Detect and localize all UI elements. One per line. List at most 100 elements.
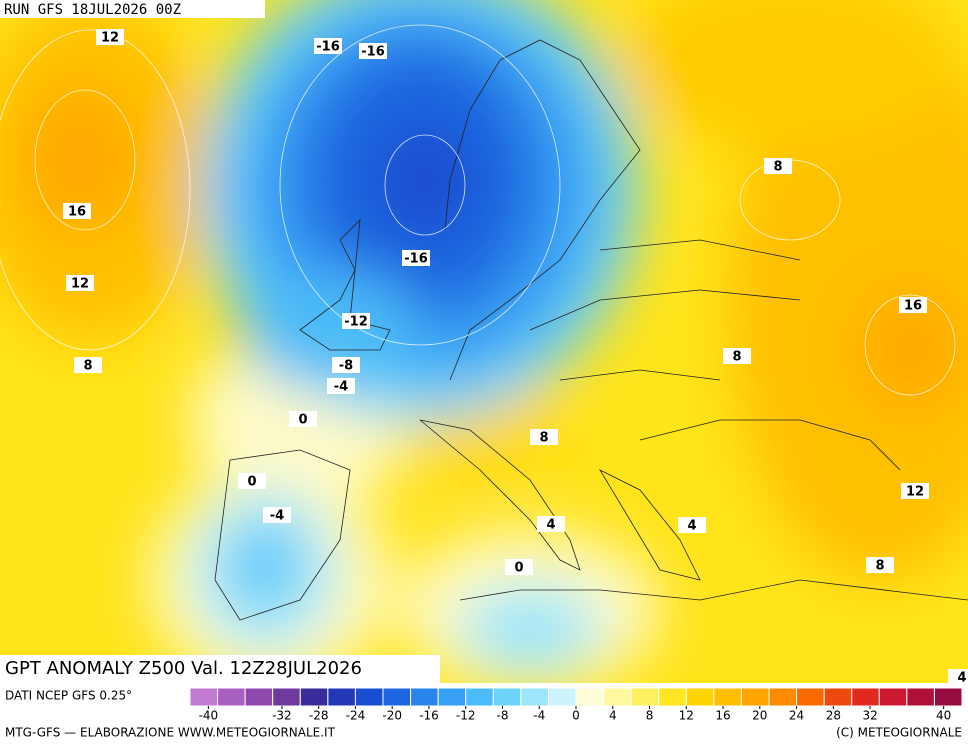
contour-label-bg (537, 516, 565, 532)
contour-label: 8 (875, 559, 884, 574)
colorbar-swatch (244, 687, 274, 707)
colorbar-tick-label: -12 (456, 709, 476, 723)
colorbar-tick-label: 0 (572, 709, 580, 723)
contour-label: 0 (247, 475, 256, 490)
contour-label: 16 (68, 205, 86, 220)
contour-label-bg (402, 250, 430, 266)
run-label: RUN GFS 18JUL2026 00Z (4, 2, 181, 18)
colorbar-tick-label: -4 (533, 709, 545, 723)
colorbar-swatch (437, 687, 467, 707)
contour-label: 16 (904, 299, 922, 314)
contour-label-bg (866, 557, 894, 573)
contour-label-bg (901, 483, 929, 499)
contour-label-bg (238, 473, 266, 489)
colorbar-swatch (906, 687, 935, 707)
colorbar-tick-label: 40 (936, 709, 951, 723)
contour-label: -12 (344, 315, 368, 330)
contour-label-bg (899, 297, 927, 313)
contour-label-bg (332, 357, 360, 373)
colorbar-swatch (299, 687, 329, 707)
contour-label: 0 (298, 413, 307, 428)
colorbar-swatch (823, 687, 853, 707)
contour-label-bg (314, 38, 342, 54)
contour-label-bg (723, 348, 751, 364)
data-source: DATI NCEP GFS 0.25° (5, 689, 132, 703)
footer-right: (C) METEOGIORNALE (836, 726, 962, 740)
colorbar-swatch (217, 687, 246, 707)
contour-label-bg (530, 429, 558, 445)
contour-label-bg (96, 29, 124, 45)
colorbar-swatch (851, 687, 880, 707)
colorbar-swatch (740, 687, 770, 707)
map-title: GPT ANOMALY Z500 Val. 12Z28JUL2026 (5, 658, 362, 679)
contour-label-bg (327, 378, 355, 394)
colorbar-swatch (272, 687, 301, 707)
contour-label: 12 (101, 31, 119, 46)
contour-label: 4 (957, 671, 966, 686)
colorbar-tick-label: 16 (715, 709, 730, 723)
colorbar-tick-label: 8 (646, 709, 654, 723)
contour-label-bg (342, 313, 370, 329)
contour-label: 12 (71, 277, 89, 292)
contour-label: 4 (546, 518, 555, 533)
contour-label: -8 (339, 359, 353, 374)
colorbar-swatch (382, 687, 412, 707)
colorbar-swatch (603, 687, 632, 707)
contour-label-bg (505, 559, 533, 575)
contour-label: -16 (404, 252, 428, 267)
colorbar-swatch (878, 687, 908, 707)
colorbar: -40 -32 -28 -24 -20 -16 -12 -8 -4 0 4 8 12 16 20 24 28 32… (189, 687, 963, 723)
colorbar-swatch (658, 687, 687, 707)
colorbar-tick-label: -8 (496, 709, 508, 723)
contour-label: -16 (316, 40, 340, 55)
colorbar-tick-label: -20 (382, 709, 402, 723)
colorbar-tick-label: -28 (309, 709, 329, 723)
contour-label: 0 (514, 561, 523, 576)
colorbar-swatch (327, 687, 356, 707)
contour-label: 8 (83, 359, 92, 374)
colorbar-tick-label: 32 (862, 709, 877, 723)
colorbar-tick-label: 28 (826, 709, 841, 723)
colorbar-tick-label: 24 (789, 709, 804, 723)
colorbar-swatch (547, 687, 577, 707)
colorbar-swatch (492, 687, 522, 707)
colorbar-swatch (354, 687, 384, 707)
colorbar-swatch (796, 687, 825, 707)
contour-label: 8 (773, 160, 782, 175)
contour-label: -4 (334, 380, 348, 395)
colorbar-swatch (410, 687, 439, 707)
contour-label: 12 (906, 485, 924, 500)
coastlines (214, 39, 968, 621)
colorbar-tick-label: 4 (609, 709, 617, 723)
colorbar-tick-label: -40 (199, 709, 219, 723)
contour-label: -4 (270, 509, 284, 524)
colorbar-swatch (685, 687, 715, 707)
contour-label-bg (66, 275, 94, 291)
contour-label-bg (63, 203, 91, 219)
contour-label: 4 (687, 519, 696, 534)
colorbar-swatch (630, 687, 660, 707)
contour-label-bg (359, 43, 387, 59)
colorbar-swatch (933, 687, 963, 707)
contour-label-bg (678, 517, 706, 533)
header-box (0, 0, 265, 18)
contour-label-bg (263, 507, 291, 523)
contour-label-bg (948, 669, 968, 683)
colorbar-tick-label: 12 (679, 709, 694, 723)
colorbar-tick-label: 20 (752, 709, 767, 723)
contour-label: 8 (732, 350, 741, 365)
colorbar-swatch (520, 687, 549, 707)
anomaly-field: 12 16 12 8 -16 -16 -16 -12 -8 -4 0 0 -4 0 8 16 8 8 4 4 12 8 4 (0, 0, 968, 686)
colorbar-tick-label: -24 (346, 709, 366, 723)
contour-label-bg (74, 357, 102, 373)
colorbar-tick-label: -32 (272, 709, 292, 723)
contour-label: 8 (539, 431, 548, 446)
colorbar-swatch (768, 687, 798, 707)
title-box (0, 655, 440, 683)
colorbar-swatch (575, 687, 605, 707)
colorbar-tick-label: -16 (419, 709, 439, 723)
footer-left: MTG-GFS — ELABORAZIONE WWW.METEOGIORNALE… (5, 726, 336, 740)
contour-label: -16 (361, 45, 385, 60)
colorbar-swatch (189, 687, 219, 707)
